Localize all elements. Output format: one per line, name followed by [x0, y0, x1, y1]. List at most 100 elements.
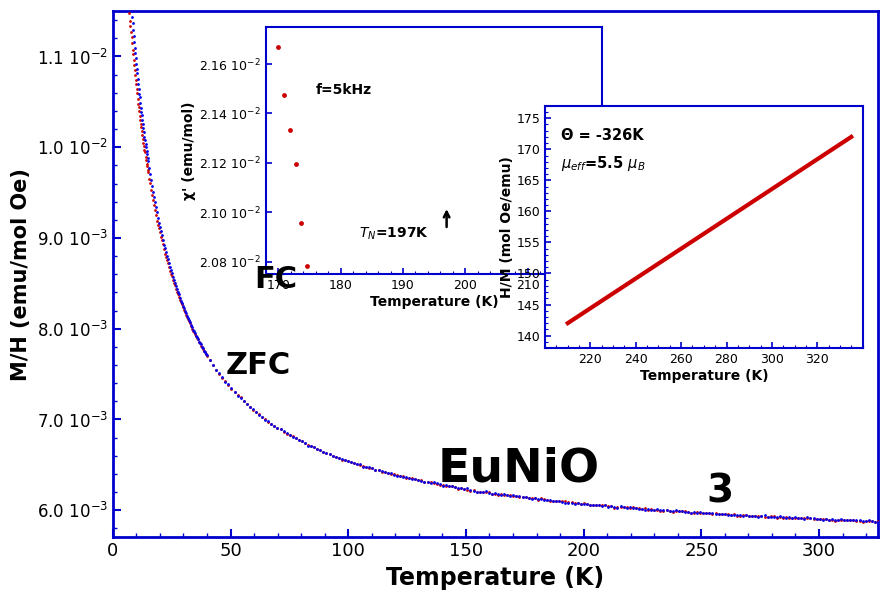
Point — [414, 475, 428, 485]
Point — [601, 502, 615, 511]
Point — [365, 463, 380, 473]
Point — [702, 508, 717, 518]
Point — [861, 516, 876, 525]
Point — [188, 331, 203, 340]
Point — [677, 507, 692, 517]
Point — [185, 322, 199, 332]
Point — [512, 492, 526, 502]
Point — [258, 415, 272, 424]
Point — [717, 510, 732, 519]
Point — [776, 513, 790, 522]
Point — [145, 182, 159, 191]
Point — [132, 79, 146, 89]
Point — [709, 508, 723, 518]
Y-axis label: M/H (emu/mol Oe): M/H (emu/mol Oe) — [11, 168, 31, 380]
Point — [549, 496, 564, 505]
Point — [846, 515, 861, 525]
Point — [399, 473, 413, 483]
Point — [142, 174, 156, 183]
Point — [164, 269, 178, 278]
Point — [445, 481, 460, 491]
Point — [776, 513, 790, 523]
Point — [638, 504, 653, 513]
Point — [270, 423, 284, 433]
Point — [408, 474, 422, 484]
Point — [175, 300, 189, 310]
Point — [141, 168, 156, 177]
Point — [837, 516, 852, 525]
Point — [137, 142, 151, 151]
Point — [429, 480, 444, 489]
Point — [127, 60, 141, 70]
Point — [147, 200, 161, 210]
Point — [329, 452, 343, 462]
Point — [681, 507, 695, 517]
Point — [813, 514, 827, 523]
Point — [155, 231, 169, 240]
Point — [174, 296, 188, 305]
Point — [433, 480, 447, 489]
Point — [162, 258, 176, 268]
Point — [565, 498, 579, 508]
Point — [454, 483, 469, 493]
Point — [700, 508, 714, 518]
Point — [800, 513, 814, 522]
Point — [128, 70, 142, 79]
Point — [133, 103, 148, 112]
Point — [140, 161, 154, 171]
Point — [794, 513, 808, 522]
Point — [127, 43, 141, 52]
Point — [598, 500, 613, 510]
Point — [849, 516, 863, 525]
Point — [408, 474, 422, 484]
Point — [178, 307, 192, 317]
Point — [473, 487, 487, 497]
Point — [613, 501, 628, 511]
Point — [389, 471, 404, 481]
Point — [506, 491, 520, 501]
Point — [402, 474, 416, 483]
Point — [126, 55, 140, 64]
Point — [140, 153, 155, 163]
Point — [423, 477, 437, 487]
Point — [616, 502, 630, 512]
Point — [626, 503, 640, 513]
Point — [653, 506, 668, 516]
Point — [451, 484, 465, 493]
Point — [467, 485, 481, 495]
Point — [605, 502, 619, 511]
Point — [166, 272, 180, 281]
Point — [380, 468, 395, 478]
Point — [384, 469, 398, 478]
Point — [255, 412, 269, 422]
Point — [702, 508, 717, 518]
Point — [313, 445, 327, 455]
Point — [482, 487, 496, 497]
Point — [531, 495, 545, 504]
Point — [782, 514, 797, 523]
Point — [525, 493, 539, 502]
Point — [124, 21, 138, 31]
Point — [528, 493, 542, 503]
Point — [224, 383, 238, 392]
Point — [469, 487, 484, 496]
Point — [124, 0, 138, 2]
Point — [494, 489, 509, 499]
Point — [853, 515, 867, 525]
Point — [133, 98, 148, 108]
Point — [195, 342, 209, 352]
Point — [669, 505, 683, 515]
Point — [412, 475, 426, 484]
Point — [813, 514, 827, 524]
Point — [190, 332, 204, 342]
Point — [491, 490, 505, 499]
Point — [853, 516, 867, 525]
Point — [696, 508, 710, 518]
Point — [653, 505, 668, 515]
Point — [240, 400, 254, 409]
Point — [191, 334, 205, 344]
Point — [506, 490, 520, 500]
Point — [626, 502, 640, 512]
Point — [773, 512, 787, 522]
Point — [448, 483, 462, 492]
